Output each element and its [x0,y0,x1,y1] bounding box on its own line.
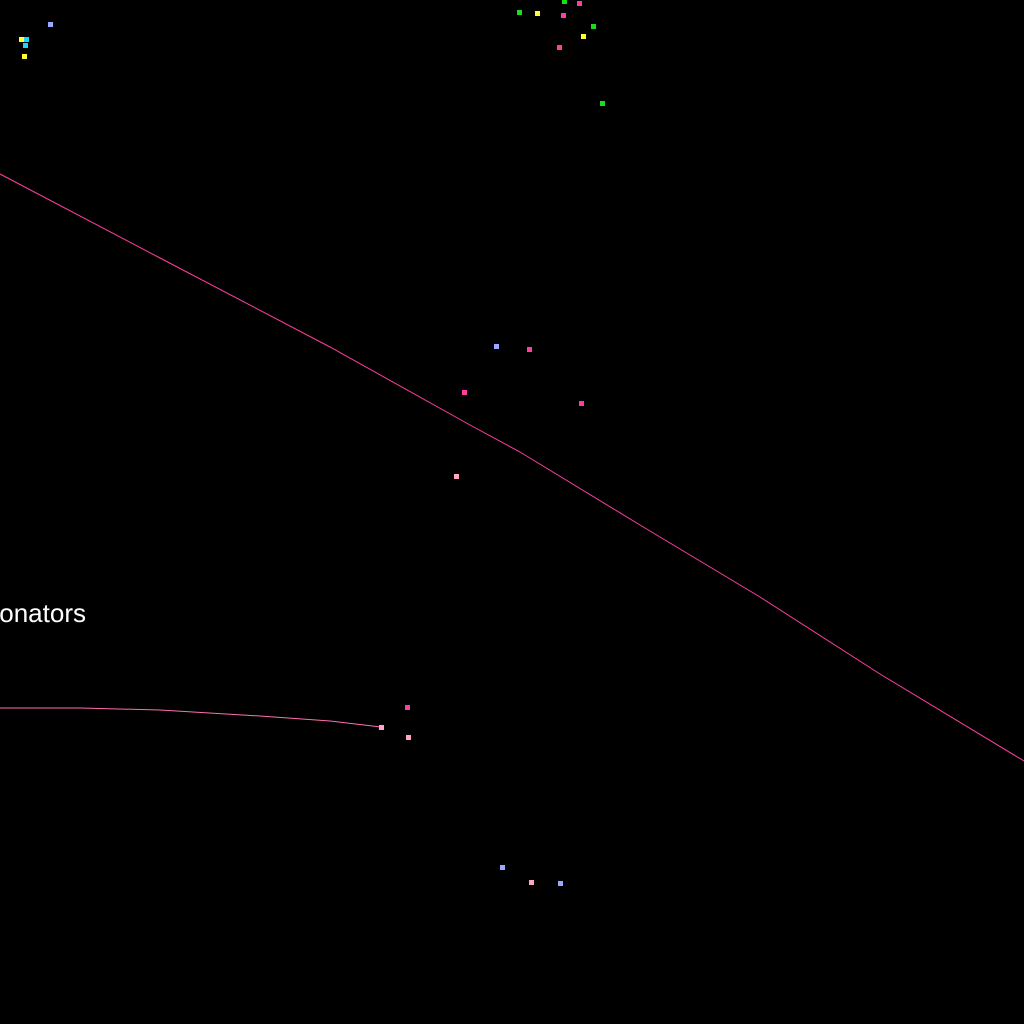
map-marker[interactable] [406,735,411,740]
map-marker[interactable] [535,11,540,16]
map-marker[interactable] [494,344,499,349]
map-marker[interactable] [23,43,28,48]
map-marker[interactable] [405,705,410,710]
map-marker[interactable] [48,22,53,27]
map-marker[interactable] [579,401,584,406]
map-marker[interactable] [500,865,505,870]
map-area-label: onators [0,598,86,628]
map-marker[interactable] [561,13,566,18]
route-line-left [0,707,382,728]
map-marker[interactable] [581,34,586,39]
map-marker[interactable] [557,45,562,50]
map-marker[interactable] [454,474,459,479]
map-marker[interactable] [517,10,522,15]
map-marker[interactable] [19,37,24,42]
map-marker[interactable] [462,390,467,395]
map-marker[interactable] [558,881,563,886]
map-marker[interactable] [591,24,596,29]
map-marker[interactable] [379,725,384,730]
map-marker[interactable] [24,37,29,42]
map-marker[interactable] [527,347,532,352]
route-line-diagonal [0,173,1024,762]
map-marker[interactable] [600,101,605,106]
map-marker[interactable] [22,54,27,59]
map-marker[interactable] [529,880,534,885]
map-marker[interactable] [577,1,582,6]
map-marker[interactable] [562,0,567,4]
